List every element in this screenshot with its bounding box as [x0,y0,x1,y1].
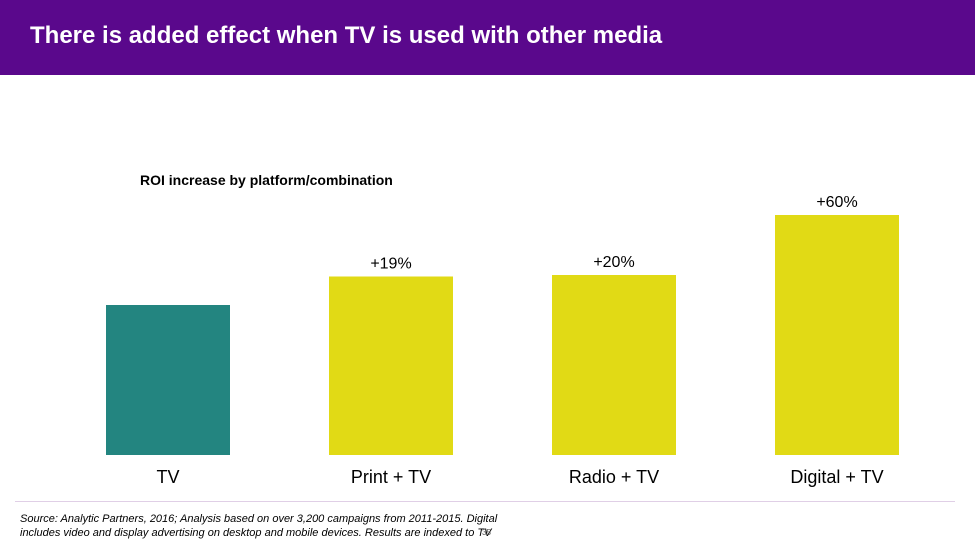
bar-radio-tv [552,275,676,455]
chart-subtitle: ROI increase by platform/combination [140,172,393,188]
slide-title: There is added effect when TV is used wi… [30,22,663,49]
data-label: +20% [593,254,634,271]
category-label: Print + TV [351,467,431,487]
data-label: +19% [370,256,411,273]
source-note: Source: Analytic Partners, 2016; Analysi… [20,512,620,540]
category-label: TV [156,467,179,487]
page-number: 35 [482,528,491,537]
source-line-1: Source: Analytic Partners, 2016; Analysi… [20,513,498,525]
data-label: +60% [816,194,857,211]
bar-tv [106,305,230,455]
bar-digital-tv [775,215,899,455]
bar-print-tv [329,276,453,455]
category-label: Radio + TV [569,467,659,487]
source-line-2: includes video and display advertising o… [20,527,492,539]
category-label: Digital + TV [790,467,883,487]
footer-divider [15,501,955,502]
title-bar: There is added effect when TV is used wi… [0,0,975,75]
